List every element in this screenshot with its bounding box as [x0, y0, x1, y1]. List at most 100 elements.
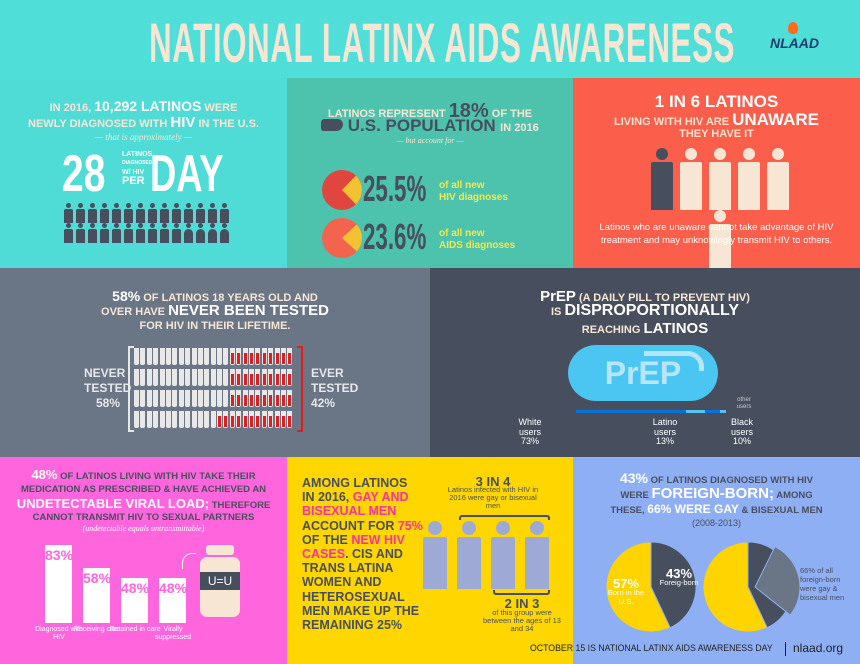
- men-figures: [421, 521, 561, 589]
- person-icon: [765, 148, 791, 210]
- untested-tube-icon: [191, 369, 197, 386]
- pill-highlight: [644, 351, 704, 371]
- panel-unaware: 1 IN 6 LATINOS LIVING WITH HIV ARE UNAWA…: [573, 78, 860, 268]
- untested-tube-icon: [140, 369, 146, 386]
- test-tubes-grid: [134, 348, 300, 432]
- tested-tube-icon: [261, 390, 267, 407]
- panel-foreign-born: 43% OF LATINOS DIAGNOSED WITH HIV WERE F…: [573, 457, 860, 664]
- prep-group-label: Black users 10%: [730, 417, 753, 446]
- untested-tube-icon: [191, 390, 197, 407]
- prep-segment: [576, 410, 686, 413]
- tested-tube-icon: [274, 348, 280, 365]
- male-figure-icon: [171, 203, 182, 223]
- website-link[interactable]: nlaad.org: [793, 641, 844, 655]
- untested-tube-icon: [217, 348, 223, 365]
- female-figure-icon: [195, 223, 206, 243]
- big-number: 28: [62, 145, 106, 203]
- prep-segment: [685, 410, 705, 413]
- tested-tube-icon: [261, 348, 267, 365]
- tested-tube-icon: [223, 411, 229, 428]
- untested-tube-icon: [204, 411, 210, 428]
- bar-value: 48%: [121, 579, 150, 596]
- untested-tube-icon: [146, 390, 152, 407]
- untested-tube-icon: [204, 390, 210, 407]
- people-grid: [62, 203, 230, 243]
- untested-tube-icon: [204, 348, 210, 365]
- male-figure-icon: [171, 223, 182, 243]
- male-figure-icon: [75, 203, 86, 223]
- bar-category: Retained in care: [109, 626, 161, 633]
- tested-tube-icon: [229, 348, 235, 365]
- tested-tube-icon: [229, 411, 235, 428]
- person-icon: [707, 148, 733, 210]
- untested-tube-icon: [140, 348, 146, 365]
- male-figure-icon: [75, 223, 86, 243]
- tested-tube-icon: [255, 369, 261, 386]
- person-icon: [678, 148, 704, 210]
- male-figure-icon: [99, 203, 110, 223]
- bar-category: Virally suppressed: [154, 626, 192, 641]
- tested-tube-icon: [280, 390, 286, 407]
- text-line: ACCOUNT FOR 75%: [302, 518, 423, 533]
- male-figure-icon: [87, 203, 98, 223]
- stat-pie: [320, 216, 364, 265]
- text-line: WOMEN AND: [302, 575, 382, 590]
- man-icon: [422, 521, 448, 589]
- male-figure-icon: [207, 203, 218, 223]
- tested-tube-icon: [255, 411, 261, 428]
- text-line: BISEXUAL MEN: [302, 504, 397, 519]
- untested-tube-icon: [197, 348, 203, 365]
- male-figure-icon: [123, 223, 134, 243]
- untested-tube-icon: [165, 369, 171, 386]
- tested-tube-icon: [274, 369, 280, 386]
- tested-tube-icon: [242, 369, 248, 386]
- untested-tube-icon: [185, 411, 191, 428]
- untested-tube-icon: [165, 348, 171, 365]
- untested-tube-icon: [172, 348, 178, 365]
- male-figure-icon: [111, 223, 122, 243]
- bar: 83%: [45, 545, 73, 623]
- tested-tube-icon: [255, 390, 261, 407]
- untested-tube-icon: [165, 390, 171, 407]
- prep-segment: [705, 410, 720, 413]
- pill-bottle: U=U: [200, 545, 240, 617]
- unaware-figures: [635, 148, 805, 268]
- untested-tube-icon: [210, 369, 216, 386]
- untested-tube-icon: [153, 369, 159, 386]
- pie-slice-us-born: [605, 541, 671, 633]
- untested-tube-icon: [159, 411, 165, 428]
- tested-tube-icon: [249, 369, 255, 386]
- untested-tube-icon: [140, 411, 146, 428]
- tested-tube-icon: [280, 348, 286, 365]
- tested-tube-icon: [268, 369, 274, 386]
- untested-tube-icon: [197, 369, 203, 386]
- untested-tube-icon: [172, 369, 178, 386]
- untested-tube-icon: [191, 411, 197, 428]
- tested-tube-icon: [280, 411, 286, 428]
- prep-pill: PrEP: [568, 345, 718, 401]
- prep-group-label: Latino users 13%: [652, 417, 678, 446]
- male-figure-icon: [183, 203, 194, 223]
- tested-tube-icon: [274, 411, 280, 428]
- tested-tube-icon: [287, 348, 293, 365]
- top-bracket: [459, 515, 550, 520]
- tested-tube-icon: [287, 390, 293, 407]
- stat-value: 23.6%: [363, 216, 427, 257]
- tested-tube-icon: [249, 348, 255, 365]
- text-line: REMAINING 25%: [302, 618, 403, 633]
- tested-tube-icon: [242, 390, 248, 407]
- panel-population: LATINOS REPRESENT 18% OF THE U.S. POPULA…: [287, 78, 573, 268]
- panel-never-tested: 58% OF LATINOS 18 YEARS OLD AND OVER HAV…: [0, 268, 430, 457]
- female-figure-icon: [183, 223, 194, 243]
- arrow-icon: [182, 553, 196, 569]
- panel-prep: PrEP (A DAILY PILL TO PREVENT HIV) IS DI…: [430, 268, 860, 457]
- text-line: IN 2016, GAY AND: [302, 490, 409, 505]
- stat-label: of all new AIDS diagnoses: [439, 228, 516, 251]
- prep-share-bar: [576, 410, 726, 413]
- untested-tube-icon: [146, 369, 152, 386]
- tested-tube-icon: [280, 369, 286, 386]
- text-line: OF THE NEW HIV: [302, 532, 405, 547]
- text-line: CASES. CIS AND: [302, 547, 403, 562]
- flame-icon: [788, 22, 798, 34]
- pie-label-us-born: 57% Born in the U.S.: [607, 576, 645, 606]
